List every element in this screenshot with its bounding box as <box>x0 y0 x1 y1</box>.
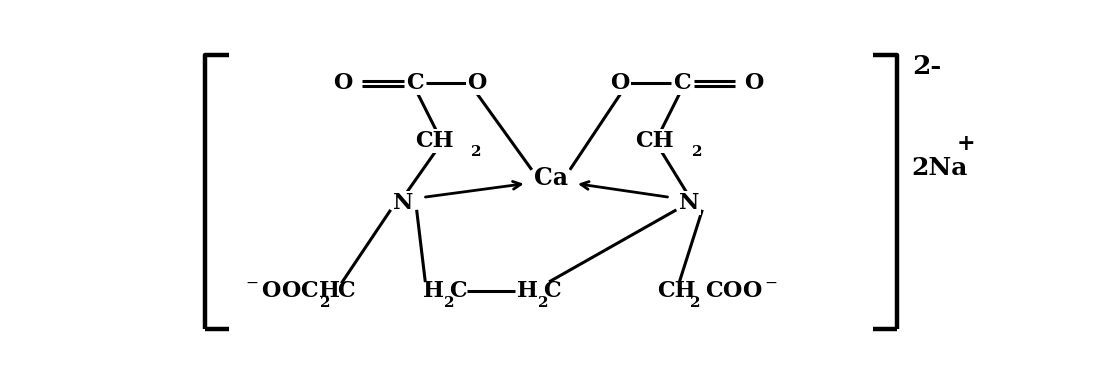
Text: CH: CH <box>414 130 454 152</box>
Text: 2: 2 <box>691 145 703 159</box>
Text: N: N <box>393 192 413 214</box>
Text: +: + <box>957 133 975 155</box>
Text: O: O <box>468 72 487 94</box>
Text: C: C <box>543 280 561 302</box>
Text: CH: CH <box>636 130 674 152</box>
Text: C: C <box>407 72 423 94</box>
Text: H: H <box>517 280 538 302</box>
Text: 2Na: 2Na <box>911 156 968 180</box>
Text: COO$^-$: COO$^-$ <box>705 280 777 302</box>
Text: O: O <box>333 72 353 94</box>
Text: O: O <box>610 72 630 94</box>
Text: 2: 2 <box>445 296 455 310</box>
Text: CH: CH <box>657 280 696 302</box>
Text: N: N <box>679 192 699 214</box>
Text: C: C <box>674 72 691 94</box>
Text: 2: 2 <box>690 296 700 310</box>
Text: C: C <box>337 280 354 302</box>
Text: $^-$OOCH: $^-$OOCH <box>241 280 341 302</box>
Text: H: H <box>423 280 445 302</box>
Text: Ca: Ca <box>534 166 567 190</box>
Text: 2: 2 <box>471 145 481 159</box>
Text: O: O <box>745 72 764 94</box>
Text: 2: 2 <box>319 296 331 310</box>
Text: 2-: 2- <box>911 54 941 79</box>
Text: 2: 2 <box>537 296 548 310</box>
Text: C: C <box>449 280 467 302</box>
